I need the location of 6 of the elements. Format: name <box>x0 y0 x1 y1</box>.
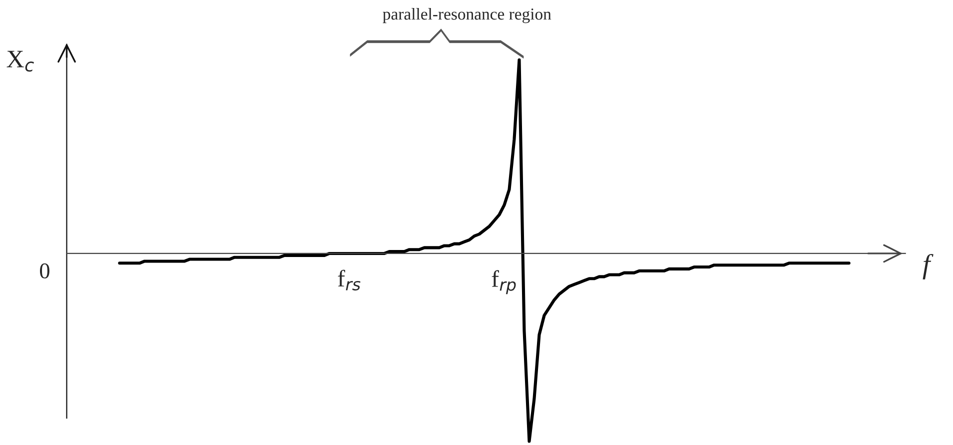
x-axis-title: f <box>922 254 934 280</box>
x-tick-label: f$_{rs}$ <box>338 270 360 290</box>
text: 0 <box>40 263 50 278</box>
text: parallel-resonance region <box>382 8 552 24</box>
y-axis-title: X$_{c}$ <box>6 50 34 72</box>
x-tick-label: f$_{rp}$ <box>492 270 516 294</box>
